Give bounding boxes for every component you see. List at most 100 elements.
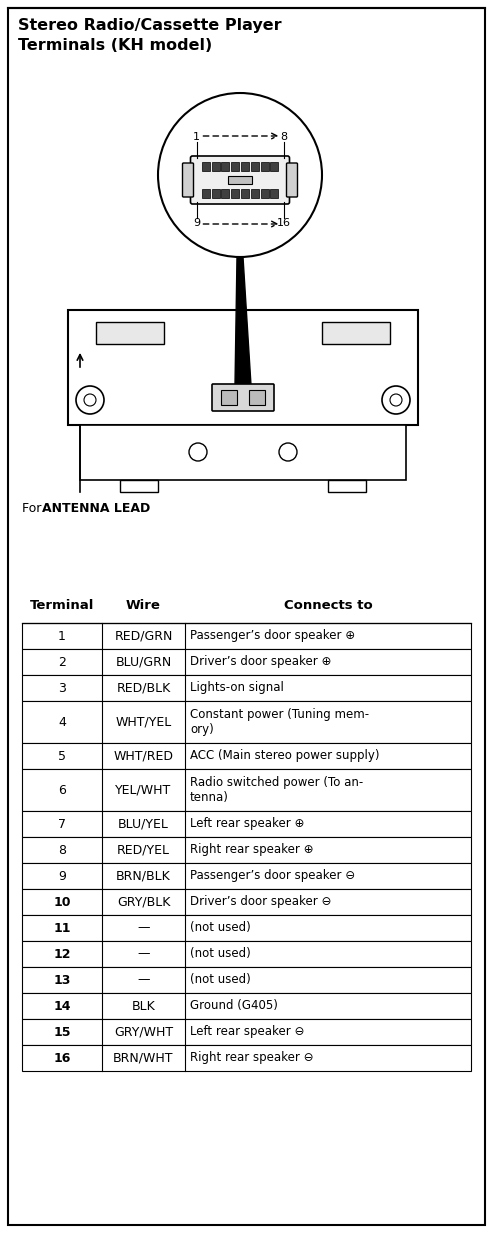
Text: 12: 12 <box>53 947 71 961</box>
Text: GRY/BLK: GRY/BLK <box>117 895 170 909</box>
Text: 16: 16 <box>53 1052 70 1064</box>
Bar <box>22 837 471 863</box>
Text: 15: 15 <box>53 1026 71 1038</box>
Text: 14: 14 <box>53 1000 71 1012</box>
Bar <box>22 702 471 743</box>
Text: (not used): (not used) <box>190 947 251 961</box>
Bar <box>22 889 471 915</box>
Text: Right rear speaker ⊕: Right rear speaker ⊕ <box>190 843 314 857</box>
Text: RED/GRN: RED/GRN <box>114 630 173 642</box>
Text: 7: 7 <box>58 817 66 831</box>
Text: 13: 13 <box>53 974 70 986</box>
Bar <box>241 162 249 171</box>
Text: Terminal: Terminal <box>30 599 94 612</box>
Bar <box>80 425 406 480</box>
Text: Stereo Radio/Cassette Player: Stereo Radio/Cassette Player <box>18 18 282 33</box>
Bar <box>260 189 269 199</box>
Bar <box>228 176 252 184</box>
Text: ANTENNA LEAD: ANTENNA LEAD <box>42 502 150 515</box>
FancyBboxPatch shape <box>286 163 297 197</box>
Bar <box>221 189 229 199</box>
Text: RED/BLK: RED/BLK <box>116 682 171 694</box>
Text: Connects to: Connects to <box>283 599 372 612</box>
Text: (not used): (not used) <box>190 974 251 986</box>
Text: GRY/WHT: GRY/WHT <box>114 1026 173 1038</box>
Polygon shape <box>235 256 251 385</box>
Circle shape <box>158 92 322 256</box>
Circle shape <box>76 386 104 414</box>
Text: Wire: Wire <box>126 599 161 612</box>
Text: 4: 4 <box>58 715 66 729</box>
Bar <box>22 769 471 811</box>
Bar <box>202 162 210 171</box>
Text: 9: 9 <box>58 869 66 883</box>
Text: ACC (Main stereo power supply): ACC (Main stereo power supply) <box>190 750 380 762</box>
Text: 6: 6 <box>58 783 66 797</box>
Bar <box>120 480 158 492</box>
Text: For: For <box>22 502 45 515</box>
Bar <box>68 309 418 425</box>
Text: 16: 16 <box>277 218 290 228</box>
Text: BRN/BLK: BRN/BLK <box>116 869 171 883</box>
Bar <box>22 993 471 1018</box>
Text: Ground (G405): Ground (G405) <box>190 1000 278 1012</box>
Bar <box>260 162 269 171</box>
Bar <box>231 162 239 171</box>
Text: Terminals (KH model): Terminals (KH model) <box>18 38 212 53</box>
Text: Right rear speaker ⊖: Right rear speaker ⊖ <box>190 1052 314 1064</box>
Bar <box>328 480 366 492</box>
Bar <box>251 189 259 199</box>
Text: 5: 5 <box>58 750 66 762</box>
FancyBboxPatch shape <box>212 383 274 411</box>
Text: 8: 8 <box>58 843 66 857</box>
Text: WHT/RED: WHT/RED <box>113 750 174 762</box>
Text: BLU/GRN: BLU/GRN <box>115 656 172 668</box>
Text: BLK: BLK <box>132 1000 155 1012</box>
Text: 1: 1 <box>193 132 200 142</box>
Text: Radio switched power (To an-
tenna): Radio switched power (To an- tenna) <box>190 776 363 804</box>
Bar <box>22 967 471 993</box>
Text: 2: 2 <box>58 656 66 668</box>
Bar <box>221 162 229 171</box>
Bar <box>22 811 471 837</box>
Bar <box>251 162 259 171</box>
Bar <box>22 1018 471 1046</box>
Text: Left rear speaker ⊖: Left rear speaker ⊖ <box>190 1026 304 1038</box>
Text: 10: 10 <box>53 895 71 909</box>
Text: Lights-on signal: Lights-on signal <box>190 682 284 694</box>
Text: Driver’s door speaker ⊖: Driver’s door speaker ⊖ <box>190 895 331 909</box>
Bar <box>22 863 471 889</box>
Text: WHT/YEL: WHT/YEL <box>115 715 172 729</box>
Text: Passenger’s door speaker ⊕: Passenger’s door speaker ⊕ <box>190 630 355 642</box>
Bar <box>322 322 390 344</box>
Bar <box>211 189 219 199</box>
Bar <box>241 189 249 199</box>
Text: Left rear speaker ⊕: Left rear speaker ⊕ <box>190 817 304 831</box>
Bar <box>22 674 471 702</box>
Text: RED/YEL: RED/YEL <box>117 843 170 857</box>
Circle shape <box>382 386 410 414</box>
Bar <box>221 390 237 404</box>
Text: BLU/YEL: BLU/YEL <box>118 817 169 831</box>
Bar <box>22 1046 471 1071</box>
FancyBboxPatch shape <box>182 163 193 197</box>
Text: YEL/WHT: YEL/WHT <box>115 783 172 797</box>
Bar <box>211 162 219 171</box>
Text: —: — <box>137 974 150 986</box>
Bar <box>231 189 239 199</box>
Text: —: — <box>137 921 150 935</box>
FancyBboxPatch shape <box>190 157 289 203</box>
Text: 9: 9 <box>193 218 200 228</box>
Bar <box>270 162 279 171</box>
Text: 8: 8 <box>280 132 287 142</box>
Bar <box>22 623 471 649</box>
Text: 3: 3 <box>58 682 66 694</box>
Bar <box>270 189 279 199</box>
Bar <box>22 743 471 769</box>
Bar <box>22 915 471 941</box>
Bar <box>202 189 210 199</box>
Bar <box>96 322 164 344</box>
Text: 1: 1 <box>58 630 66 642</box>
Text: BRN/WHT: BRN/WHT <box>113 1052 174 1064</box>
Text: Driver’s door speaker ⊕: Driver’s door speaker ⊕ <box>190 656 331 668</box>
